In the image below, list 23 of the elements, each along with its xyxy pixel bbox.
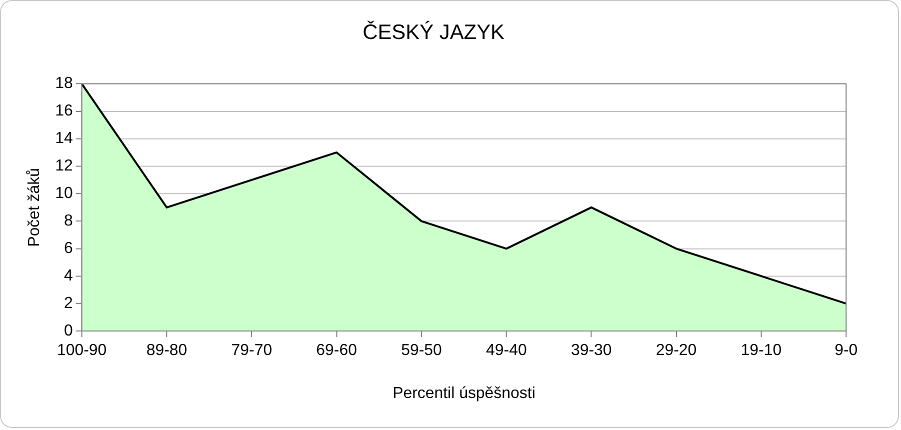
x-tick-label: 29-20 [656,342,697,359]
y-axis-title: Počet žáků [26,168,43,247]
y-tick-label: 18 [55,75,73,92]
chart-title: ČESKÝ JAZYK [362,20,505,44]
y-tick-label: 16 [55,102,73,120]
x-tick-label: 19-10 [740,342,782,359]
y-tick-label: 2 [64,294,73,312]
x-tick-label: 79-70 [231,342,272,359]
y-tick-label: 12 [55,158,73,175]
y-tick-label: 4 [64,268,73,284]
x-tick-label: 49-40 [486,342,527,359]
y-tick-label: 8 [64,212,73,230]
x-tick-label: 59-50 [401,342,442,359]
y-tick-label: 6 [64,240,73,258]
x-tick-label: 39-30 [570,342,612,359]
x-tick-label: 89-80 [146,342,188,359]
y-tick-label: 0 [64,322,73,340]
x-tick-label: 69-60 [316,342,358,359]
y-tick-label: 14 [55,130,73,148]
x-axis-title: Percentil úspěšnosti [392,384,536,402]
x-tick-label: 9-0 [834,342,858,359]
x-tick-label: 100-90 [56,342,107,359]
y-tick-label: 10 [55,185,73,202]
